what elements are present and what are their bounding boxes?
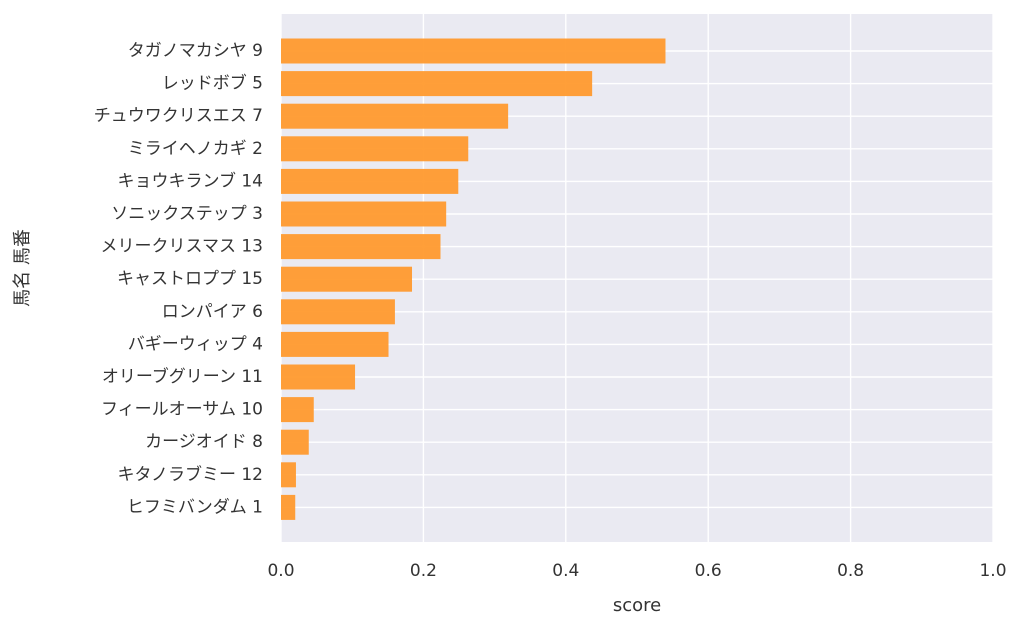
x-tick-label: 0.6 <box>695 561 722 581</box>
bar <box>281 364 356 390</box>
bars <box>281 38 666 520</box>
category-label: キョウキランブ 14 <box>117 170 263 191</box>
y-axis-label: 馬名 馬番 <box>12 229 33 307</box>
x-tick-label: 0.0 <box>267 561 294 581</box>
bar <box>281 201 447 227</box>
bar <box>281 168 459 194</box>
bar <box>281 266 413 292</box>
category-label: ロンパイア 6 <box>162 302 263 322</box>
x-axis-label: score <box>613 595 661 616</box>
category-label: カージオイド 8 <box>145 432 263 452</box>
category-label: タガノマカシヤ 9 <box>128 41 263 61</box>
bar <box>281 397 314 423</box>
bar <box>281 234 441 260</box>
bar <box>281 331 389 357</box>
category-label: レッドボブ 5 <box>162 73 263 94</box>
category-label: ヒフミバンダム 1 <box>127 497 263 517</box>
x-tick-label: 0.2 <box>410 561 437 581</box>
bar <box>281 103 509 129</box>
bar <box>281 136 469 162</box>
category-label: チュウワクリスエス 7 <box>94 106 263 126</box>
category-label: ミライヘノカギ 2 <box>128 139 263 159</box>
bar <box>281 462 296 488</box>
bar <box>281 71 593 97</box>
bar <box>281 299 395 325</box>
category-label: キャストロププ 15 <box>117 269 263 289</box>
x-tick-label: 1.0 <box>979 561 1006 581</box>
x-tick-label: 0.8 <box>837 561 864 581</box>
category-label: メリークリスマス 13 <box>100 237 263 257</box>
category-label: フィールオーサム 10 <box>101 400 263 420</box>
bar <box>281 494 296 520</box>
category-label: バギーウィップ 4 <box>128 334 263 354</box>
category-label: ソニックステップ 3 <box>111 204 263 224</box>
x-tick-labels: 0.0 0.2 0.4 0.6 0.8 1.0 <box>267 561 1006 581</box>
category-labels: タガノマカシヤ 9 レッドボブ 5 チュウワクリスエス 7 ミライヘノカギ 2 キョウキ… <box>94 41 263 517</box>
x-tick-label: 0.4 <box>552 561 579 581</box>
bar <box>281 429 309 455</box>
category-label: オリーブグリーン 11 <box>102 366 263 387</box>
bar <box>281 38 666 64</box>
category-label: キタノラブミー 12 <box>117 464 263 485</box>
